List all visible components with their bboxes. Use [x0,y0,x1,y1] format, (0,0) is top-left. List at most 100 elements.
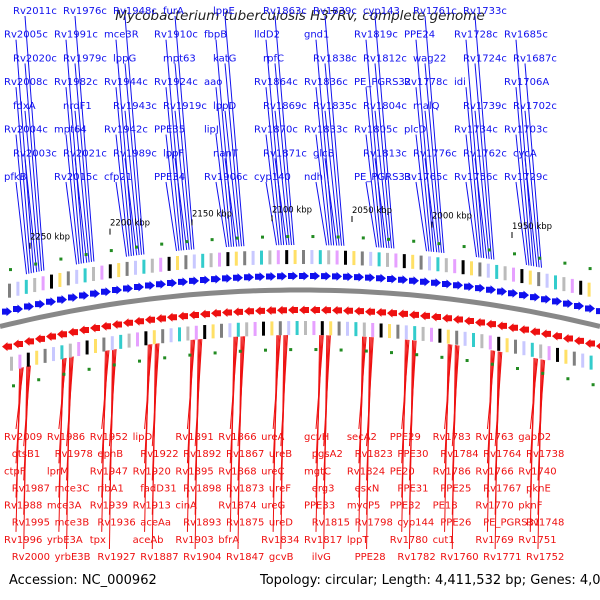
feature-block [178,327,181,342]
forward-cds-arrow [288,271,298,281]
label-leader-line [224,63,242,247]
accession-label: Accession: NC_000962 [9,573,157,588]
forward-gene-label: Rv1813c [363,148,407,159]
reverse-gene-label: Rv1986 [47,432,85,443]
forward-gene-label: Rv1805c [354,125,398,136]
label-leader-line [494,351,499,550]
forward-gene-label: Rv1942c [104,125,148,136]
forward-cds-arrow [398,275,408,285]
forward-cds-arrow [277,271,287,281]
scale-ticks: 2250 kbp 2200 kbp 2150 kbp 2100 kbp 2050 kbp… [29,205,552,249]
forward-gene-label: Rv1703c [504,125,548,136]
feature-block [253,321,257,336]
reverse-gene-label: PPE31 [397,483,428,494]
reverse-gene-label: aceAa [140,518,171,529]
label-leader-line [229,336,235,532]
forward-cds-arrow [167,278,177,288]
feature-block [77,342,81,357]
reverse-gene-label: ctpF [4,466,26,477]
reverse-cds-arrow [2,342,12,352]
reverse-cds-arrow [475,318,485,328]
feature-block [556,347,559,362]
reverse-gene-label: Rv1936 [97,518,135,529]
forward-gene-label: cycA [513,148,537,159]
reverse-gene-label: Rv1920 [133,466,171,477]
feature-block [581,353,585,368]
reverse-gene-label: Rv1895 [175,466,213,477]
label-leader-line [324,15,345,246]
label-leader-line [66,357,71,550]
label-leader-line [315,335,321,532]
label-leader-line [165,134,180,251]
feature-block [287,321,291,336]
reverse-gene-label: cut1 [433,535,455,546]
feature-block [110,336,114,351]
label-leader-line [324,158,338,246]
feature-block [386,252,389,267]
forward-gene-label: Rv1991c [54,30,98,41]
reverse-gene-label: mgtC [304,466,331,477]
genome-backbone [0,287,600,329]
feature-block [16,281,20,296]
reverse-gene-label: Rv1873 [226,483,264,494]
label-leader-line [529,357,535,532]
forward-gene-label: Rv1864c [254,77,298,88]
forward-gene-label: lipJ [204,125,219,136]
gc-marker [112,363,116,367]
feature-block [419,255,423,270]
label-leader-line [324,110,340,246]
gc-marker [563,261,567,265]
forward-gene-label: Rv1919c [163,101,207,112]
label-leader-line [474,110,490,259]
gc-marker [289,348,293,352]
reverse-gene-label: gcvB [269,552,294,563]
forward-cds-arrow [79,290,89,300]
label-leader-line [524,63,542,268]
reverse-gene-label: Rv1764 [483,449,521,460]
gc-marker [513,252,516,256]
feature-block [554,275,557,290]
reverse-cds-arrow [178,311,188,321]
feature-block [43,348,47,363]
reverse-gene-label: Rv1987 [12,483,50,494]
forward-gene-label: PPE34 [154,172,185,183]
feature-block [438,328,442,343]
feature-block [545,273,549,288]
forward-gene-label: Rv1863c [263,6,307,17]
feature-block [512,267,515,282]
forward-cds-arrow [354,272,364,282]
feature-block [176,256,179,271]
forward-gene-label: Rv1687c [513,53,557,64]
forward-cds-arrow [90,289,100,299]
forward-cds-arrow [563,299,573,309]
forward-gene-label: aao [204,77,222,88]
label-leader-line [365,39,385,248]
feature-block [66,271,70,286]
gc-marker [490,362,494,366]
label-leader-line [465,39,485,259]
reverse-gene-label: PPE33 [304,501,335,512]
feature-block [537,272,541,287]
label-leader-line [174,15,195,250]
feature-block [379,323,383,338]
reverse-gene-label: ureB [269,449,292,460]
label-leader-line [474,15,495,260]
forward-gene-label: plcD [404,125,427,136]
label-leader-line [324,63,342,246]
label-leader-line [365,181,377,248]
feature-block [377,252,381,267]
reverse-cds-arrow [530,327,540,337]
reverse-cds-arrow [563,333,573,343]
forward-cds-arrow [519,290,529,300]
reverse-gene-label: mce3A [47,501,82,512]
feature-block [570,278,574,293]
feature-block [276,250,280,265]
feature-block [127,333,131,348]
forward-cds-arrow [145,281,155,291]
reverse-gene-label: tpx [90,535,106,546]
feature-block [134,260,137,275]
forward-cds-arrow [156,279,166,289]
feature-block [444,258,448,273]
reverse-gene-label: Rv1798 [355,518,393,529]
forward-gene-label: Rv2015c [54,172,98,183]
